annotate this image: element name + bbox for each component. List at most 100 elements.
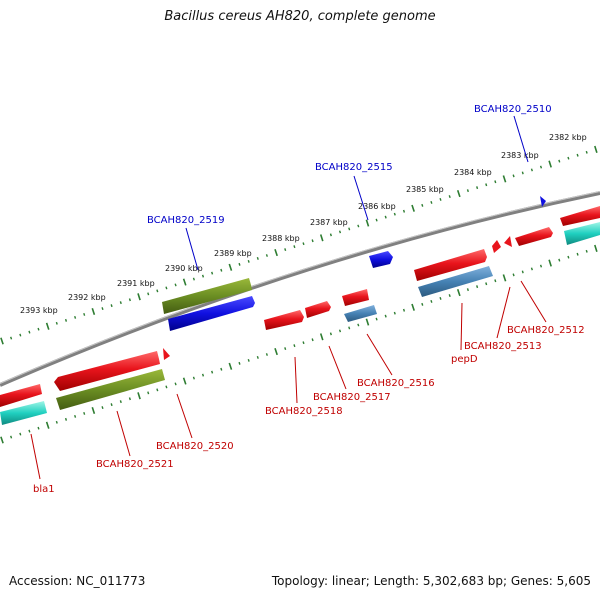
ruler-top bbox=[0, 145, 598, 345]
gene-label[interactable]: BCAH820_2516 bbox=[357, 378, 435, 389]
accession-text: Accession: NC_011773 bbox=[9, 574, 146, 588]
ruler-minor-tick bbox=[293, 245, 296, 249]
gene-features bbox=[0, 196, 600, 425]
ruler-minor-tick bbox=[485, 183, 488, 187]
gene-label[interactable]: BCAH820_2515 bbox=[315, 162, 393, 173]
ruler-minor-tick bbox=[567, 156, 570, 160]
ruler-major-tick bbox=[0, 436, 4, 444]
ruler-minor-tick bbox=[110, 304, 113, 308]
gene-feature[interactable] bbox=[369, 251, 393, 268]
ruler-minor-tick bbox=[558, 258, 561, 262]
ruler-minor-tick bbox=[512, 174, 515, 178]
ruler-minor-tick bbox=[558, 159, 561, 163]
ruler-minor-tick bbox=[393, 311, 396, 315]
gene-label[interactable]: BCAH820_2521 bbox=[96, 459, 174, 470]
gene-feature[interactable] bbox=[418, 266, 493, 297]
ruler-minor-tick bbox=[165, 385, 168, 389]
ruler-label: 2390 kbp bbox=[165, 264, 203, 273]
ruler-minor-tick bbox=[302, 242, 305, 246]
gene-label[interactable]: BCAH820_2513 bbox=[464, 341, 542, 352]
ruler-minor-tick bbox=[485, 282, 488, 286]
ruler-minor-tick bbox=[147, 292, 150, 296]
ruler-minor-tick bbox=[521, 171, 524, 175]
ruler-major-tick bbox=[594, 244, 598, 252]
ruler-minor-tick bbox=[247, 358, 250, 362]
gene-feature[interactable] bbox=[56, 369, 165, 410]
gene-feature[interactable] bbox=[163, 348, 170, 360]
ruler-label: 2392 kbp bbox=[68, 293, 106, 302]
ruler-label: 2382 kbp bbox=[549, 133, 587, 142]
ruler-minor-tick bbox=[448, 195, 451, 199]
ruler-minor-tick bbox=[74, 315, 77, 319]
gene-feature[interactable] bbox=[564, 222, 600, 245]
gene-label[interactable]: pepD bbox=[451, 354, 478, 365]
ruler-minor-tick bbox=[348, 227, 351, 231]
ruler-minor-tick bbox=[466, 189, 469, 193]
gene-feature[interactable] bbox=[492, 240, 501, 253]
gene-label[interactable]: BCAH820_2520 bbox=[156, 441, 234, 452]
ruler-major-tick bbox=[502, 274, 507, 282]
ruler-major-tick bbox=[411, 303, 415, 311]
gene-feature[interactable] bbox=[0, 401, 47, 425]
gene-label[interactable]: BCAH820_2517 bbox=[313, 392, 391, 403]
ruler-minor-tick bbox=[476, 186, 479, 190]
ruler-major-tick bbox=[548, 259, 552, 267]
gene-label[interactable]: BCAH820_2512 bbox=[507, 325, 585, 336]
ruler-label: 2387 kbp bbox=[310, 218, 348, 227]
ruler-major-tick bbox=[411, 204, 415, 212]
gene-feature[interactable] bbox=[515, 227, 553, 246]
ruler-minor-tick bbox=[375, 218, 378, 222]
gene-label[interactable]: BCAH820_2519 bbox=[147, 215, 225, 226]
ruler-label: 2393 kbp bbox=[20, 306, 58, 315]
ruler-major-tick bbox=[456, 288, 461, 297]
gene-feature[interactable] bbox=[344, 305, 377, 322]
ruler-major-tick bbox=[594, 145, 598, 153]
ruler-minor-tick bbox=[348, 326, 351, 330]
ruler-minor-tick bbox=[165, 286, 168, 290]
ruler-major-tick bbox=[548, 160, 552, 168]
ruler-minor-tick bbox=[466, 288, 469, 292]
ruler-minor-tick bbox=[10, 435, 13, 439]
ruler-minor-tick bbox=[494, 279, 497, 283]
ruler-minor-tick bbox=[256, 355, 259, 359]
ruler-minor-tick bbox=[238, 361, 241, 365]
gene-label[interactable]: BCAH820_2518 bbox=[265, 406, 343, 417]
ruler-minor-tick bbox=[357, 323, 360, 327]
ruler-minor-tick bbox=[64, 417, 68, 421]
gene-feature[interactable] bbox=[0, 384, 42, 407]
gene-feature[interactable] bbox=[414, 249, 487, 281]
ruler-minor-tick bbox=[384, 314, 387, 318]
gene-feature[interactable] bbox=[162, 278, 252, 314]
ruler-minor-tick bbox=[530, 168, 533, 172]
ruler-minor-tick bbox=[476, 285, 479, 289]
gene-feature[interactable] bbox=[540, 196, 546, 207]
ruler-major-tick bbox=[91, 307, 96, 316]
ruler-label: 2386 kbp bbox=[358, 202, 396, 211]
ruler-minor-tick bbox=[74, 414, 77, 418]
ruler-minor-tick bbox=[430, 299, 433, 303]
ruler-minor-tick bbox=[421, 302, 424, 306]
ruler-major-tick bbox=[45, 322, 50, 330]
genome-backbone bbox=[0, 191, 600, 387]
page-title: Bacillus cereus AH820, complete genome bbox=[164, 9, 436, 24]
ruler-minor-tick bbox=[329, 233, 332, 237]
ruler-minor-tick bbox=[83, 411, 86, 415]
gene-feature[interactable] bbox=[305, 301, 331, 318]
gene-feature[interactable] bbox=[168, 296, 255, 331]
ruler-minor-tick bbox=[220, 367, 223, 371]
ruler-minor-tick bbox=[83, 312, 86, 316]
gene-label[interactable]: BCAH820_2510 bbox=[474, 104, 552, 115]
ruler-minor-tick bbox=[439, 197, 442, 201]
ruler-minor-tick bbox=[448, 294, 451, 298]
gene-feature[interactable] bbox=[54, 351, 160, 391]
gene-label[interactable]: bla1 bbox=[33, 484, 55, 495]
ruler-label: 2391 kbp bbox=[117, 279, 155, 288]
ruler-minor-tick bbox=[357, 224, 360, 228]
ruler-minor-tick bbox=[576, 153, 579, 157]
ruler-major-tick bbox=[319, 234, 324, 242]
gene-feature[interactable] bbox=[264, 310, 304, 330]
gene-feature[interactable] bbox=[504, 236, 512, 247]
gene-feature[interactable] bbox=[560, 206, 600, 226]
gene-feature[interactable] bbox=[342, 289, 369, 306]
